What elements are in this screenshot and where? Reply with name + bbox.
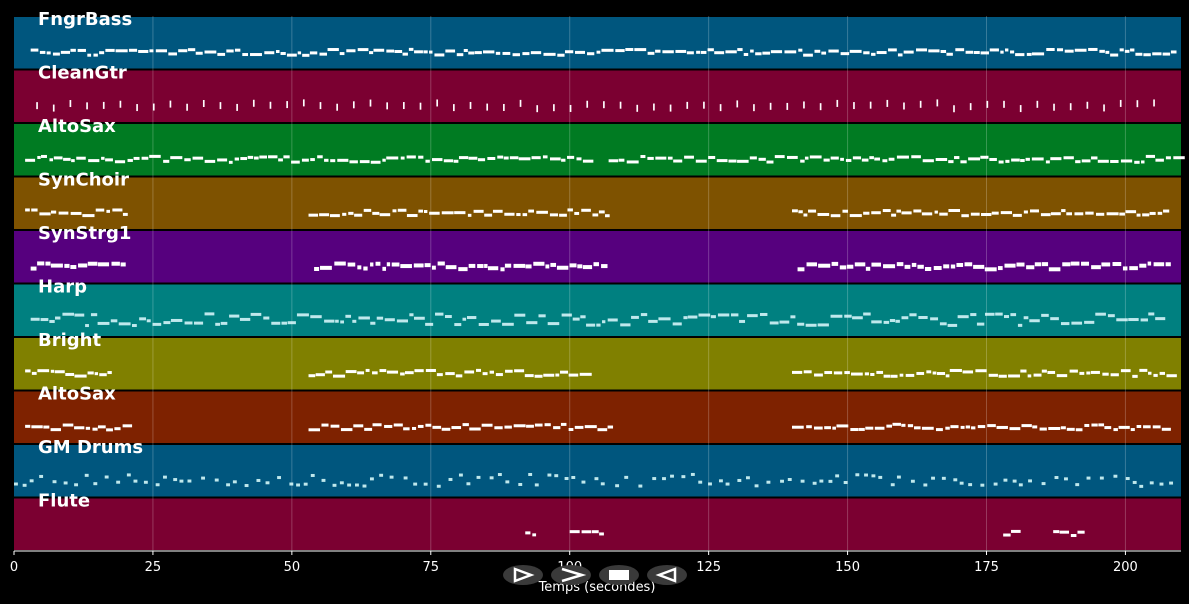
- rewind-button[interactable]: [647, 565, 687, 585]
- tracks-area: [14, 17, 1185, 550]
- x-axis-label: Temps (secondes): [538, 580, 656, 595]
- x-tick-label: 0: [10, 560, 18, 575]
- transport-controls: [503, 565, 687, 585]
- x-tick-label: 75: [423, 560, 440, 575]
- track-label: CleanGtr: [38, 63, 127, 84]
- track-labels: FngrBass CleanGtr AltoSax SynChoir SynStrg1 H…: [38, 9, 143, 512]
- play-icon: [513, 567, 535, 583]
- track-label: SynChoir: [38, 170, 129, 191]
- track-notes: [525, 529, 1085, 538]
- track-label: GM Drums: [38, 437, 143, 458]
- x-tick-label: 200: [1113, 560, 1138, 575]
- track-notes: [25, 422, 1171, 432]
- track-row[interactable]: [14, 231, 1181, 283]
- track-label: Harp: [38, 277, 87, 298]
- time-axis: 0255075100125150175200 Temps (secondes): [10, 550, 1181, 595]
- x-tick-label: 150: [835, 560, 860, 575]
- track-row[interactable]: [14, 70, 1181, 123]
- forward-button[interactable]: [551, 565, 591, 585]
- track-notes: [14, 472, 1174, 488]
- track-row[interactable]: [14, 177, 1181, 230]
- track-label: AltoSax: [38, 384, 116, 405]
- track-label: Flute: [38, 491, 90, 512]
- x-tick-label: 175: [974, 560, 999, 575]
- track-row[interactable]: [14, 17, 1181, 69]
- track-notes: [36, 99, 1155, 113]
- track-label: Bright: [38, 330, 101, 351]
- track-label: FngrBass: [38, 9, 132, 30]
- rewind-icon: [655, 567, 677, 583]
- stop-icon: [609, 570, 629, 580]
- x-tick-label: 25: [145, 560, 162, 575]
- track-notes: [30, 312, 1166, 328]
- track-label: SynStrg1: [38, 223, 131, 244]
- forward-icon: [561, 567, 587, 583]
- x-tick-label: 125: [696, 560, 721, 575]
- track-row[interactable]: [14, 338, 1181, 390]
- track-row[interactable]: [14, 391, 1181, 444]
- track-notes: [30, 47, 1177, 57]
- track-row[interactable]: [14, 498, 1181, 551]
- track-row[interactable]: [14, 445, 1181, 497]
- track-label: AltoSax: [38, 116, 116, 137]
- track-notes: [25, 208, 1170, 218]
- track-notes: [25, 154, 1185, 164]
- x-tick-label: 50: [284, 560, 301, 575]
- track-row[interactable]: [14, 284, 1181, 337]
- track-notes: [25, 368, 1177, 378]
- stop-button[interactable]: [599, 565, 639, 585]
- time-grid: [152, 16, 1126, 551]
- track-row[interactable]: [14, 124, 1181, 176]
- play-button[interactable]: [503, 565, 543, 585]
- track-notes: [30, 261, 1171, 272]
